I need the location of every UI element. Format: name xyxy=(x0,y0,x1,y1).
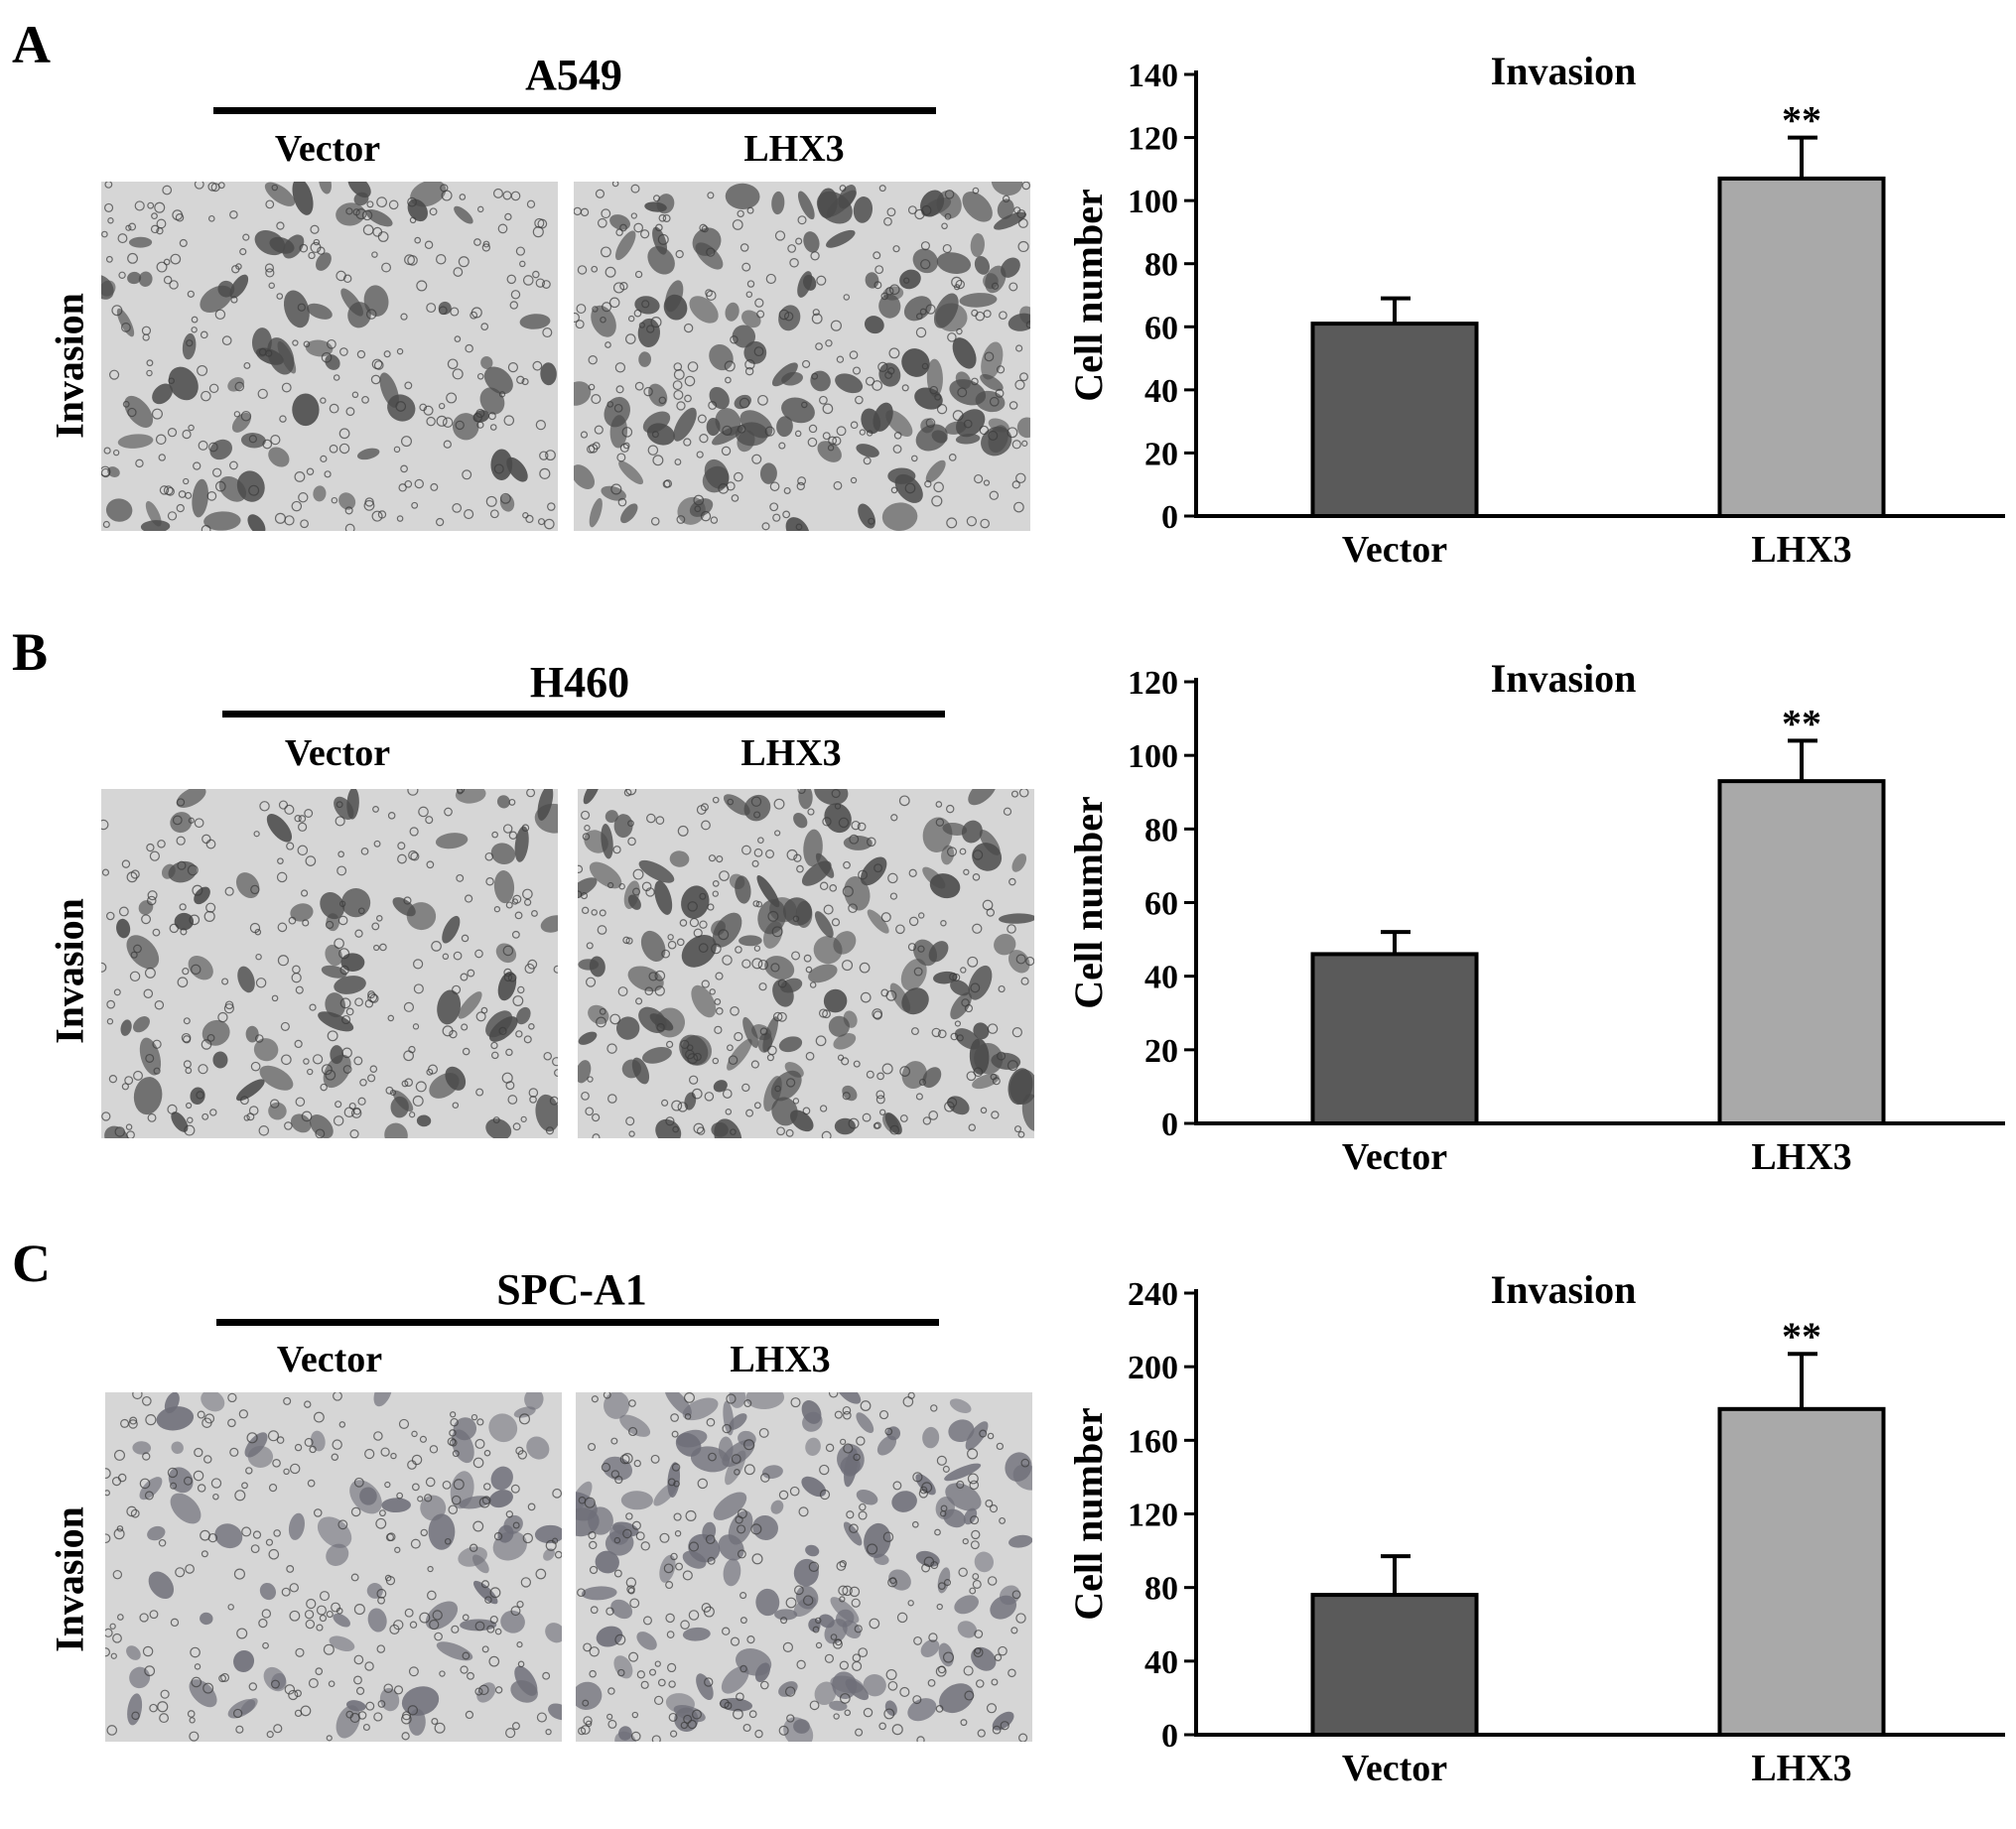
bar-chart: 0 20 40 60 80 100 120 Cell number Invasion Vector… xyxy=(1066,656,2005,1178)
micrograph-lhx3 xyxy=(576,1392,1032,1742)
panel-letter: A xyxy=(12,15,51,74)
condition-label-lhx3: LHX3 xyxy=(743,128,845,170)
bar-chart: 0 40 80 120 160 200 240 Cell number Invasion Vect… xyxy=(1066,1267,2005,1789)
category-label: LHX3 xyxy=(1751,1748,1851,1789)
y-tick-label: 200 xyxy=(1128,1350,1178,1386)
y-axis-label: Cell number xyxy=(1066,1407,1111,1620)
cell-line-label: SPC-A1 xyxy=(496,1265,647,1314)
y-axis-label: Cell number xyxy=(1066,796,1111,1008)
y-axis-label: Cell number xyxy=(1066,189,1111,401)
condition-label-vector: Vector xyxy=(284,732,391,774)
y-tick-label: 120 xyxy=(1128,665,1178,702)
category-label: Vector xyxy=(1342,1136,1447,1178)
category-label: LHX3 xyxy=(1751,529,1851,571)
y-tick-label: 240 xyxy=(1128,1276,1178,1313)
bar xyxy=(1310,1593,1479,1738)
y-tick-label: 80 xyxy=(1144,812,1178,849)
y-tick-label: 120 xyxy=(1128,121,1178,158)
condition-label-vector: Vector xyxy=(276,1339,383,1380)
y-tick-label: 60 xyxy=(1144,886,1178,923)
micrograph-lhx3 xyxy=(578,789,1034,1138)
y-tick-label: 40 xyxy=(1144,373,1178,410)
chart-title: Invasion xyxy=(1491,656,1637,701)
bar xyxy=(1717,1406,1886,1737)
cell-line-bracket xyxy=(222,711,945,718)
y-tick-label: 100 xyxy=(1128,738,1178,775)
category-label: Vector xyxy=(1342,529,1447,571)
category-label: LHX3 xyxy=(1751,1136,1851,1178)
category-label: Vector xyxy=(1342,1748,1447,1789)
y-tick-label: 40 xyxy=(1144,960,1178,996)
y-tick-label: 160 xyxy=(1128,1423,1178,1460)
bar xyxy=(1310,322,1479,518)
significance-label: ** xyxy=(1782,1314,1821,1359)
micrograph-lhx3 xyxy=(574,182,1030,531)
cell-line-label: H460 xyxy=(529,658,630,707)
panel-b: B H460 Vector LHX3 Invasion 0 20 40 60 80 100… xyxy=(0,607,2016,1213)
panel-letter: C xyxy=(12,1234,51,1293)
bar xyxy=(1717,176,1886,518)
panel-a: A A549 Vector LHX3 Invasion 0 20 40 60 80 100… xyxy=(0,0,2016,605)
y-tick-label: 0 xyxy=(1161,1107,1178,1143)
y-tick-label: 80 xyxy=(1144,247,1178,284)
condition-label-lhx3: LHX3 xyxy=(740,732,842,774)
y-tick-label: 0 xyxy=(1161,1718,1178,1755)
panel-c: C SPC-A1 Vector LHX3 Invasion 0 40 80 120 16… xyxy=(0,1219,2016,1824)
bar-chart: 0 20 40 60 80 100 120 140 Cell number Invasion Vec… xyxy=(1066,49,2005,571)
micrograph-vector xyxy=(105,1392,562,1742)
y-tick-label: 60 xyxy=(1144,310,1178,346)
micrograph-vector xyxy=(101,789,558,1138)
condition-label-vector: Vector xyxy=(274,128,381,170)
panel-letter: B xyxy=(12,622,49,682)
bar xyxy=(1310,952,1479,1125)
cell-line-label: A549 xyxy=(525,51,622,99)
cell-line-bracket xyxy=(216,1319,939,1326)
row-label: Invasion xyxy=(47,898,92,1044)
y-tick-label: 100 xyxy=(1128,184,1178,220)
condition-label-lhx3: LHX3 xyxy=(730,1339,831,1380)
y-tick-label: 140 xyxy=(1128,58,1178,94)
y-tick-label: 0 xyxy=(1161,499,1178,536)
chart-title: Invasion xyxy=(1491,49,1637,93)
chart-title: Invasion xyxy=(1491,1267,1637,1312)
y-tick-label: 80 xyxy=(1144,1571,1178,1608)
y-tick-label: 20 xyxy=(1144,436,1178,472)
row-label: Invasion xyxy=(47,293,92,439)
micrograph-vector xyxy=(101,182,558,531)
significance-label: ** xyxy=(1782,701,1821,745)
y-tick-label: 20 xyxy=(1144,1033,1178,1070)
y-tick-label: 40 xyxy=(1144,1644,1178,1681)
cell-line-bracket xyxy=(213,107,936,114)
bar xyxy=(1717,779,1886,1125)
row-label: Invasion xyxy=(47,1506,92,1652)
significance-label: ** xyxy=(1782,98,1821,143)
y-tick-label: 120 xyxy=(1128,1498,1178,1534)
